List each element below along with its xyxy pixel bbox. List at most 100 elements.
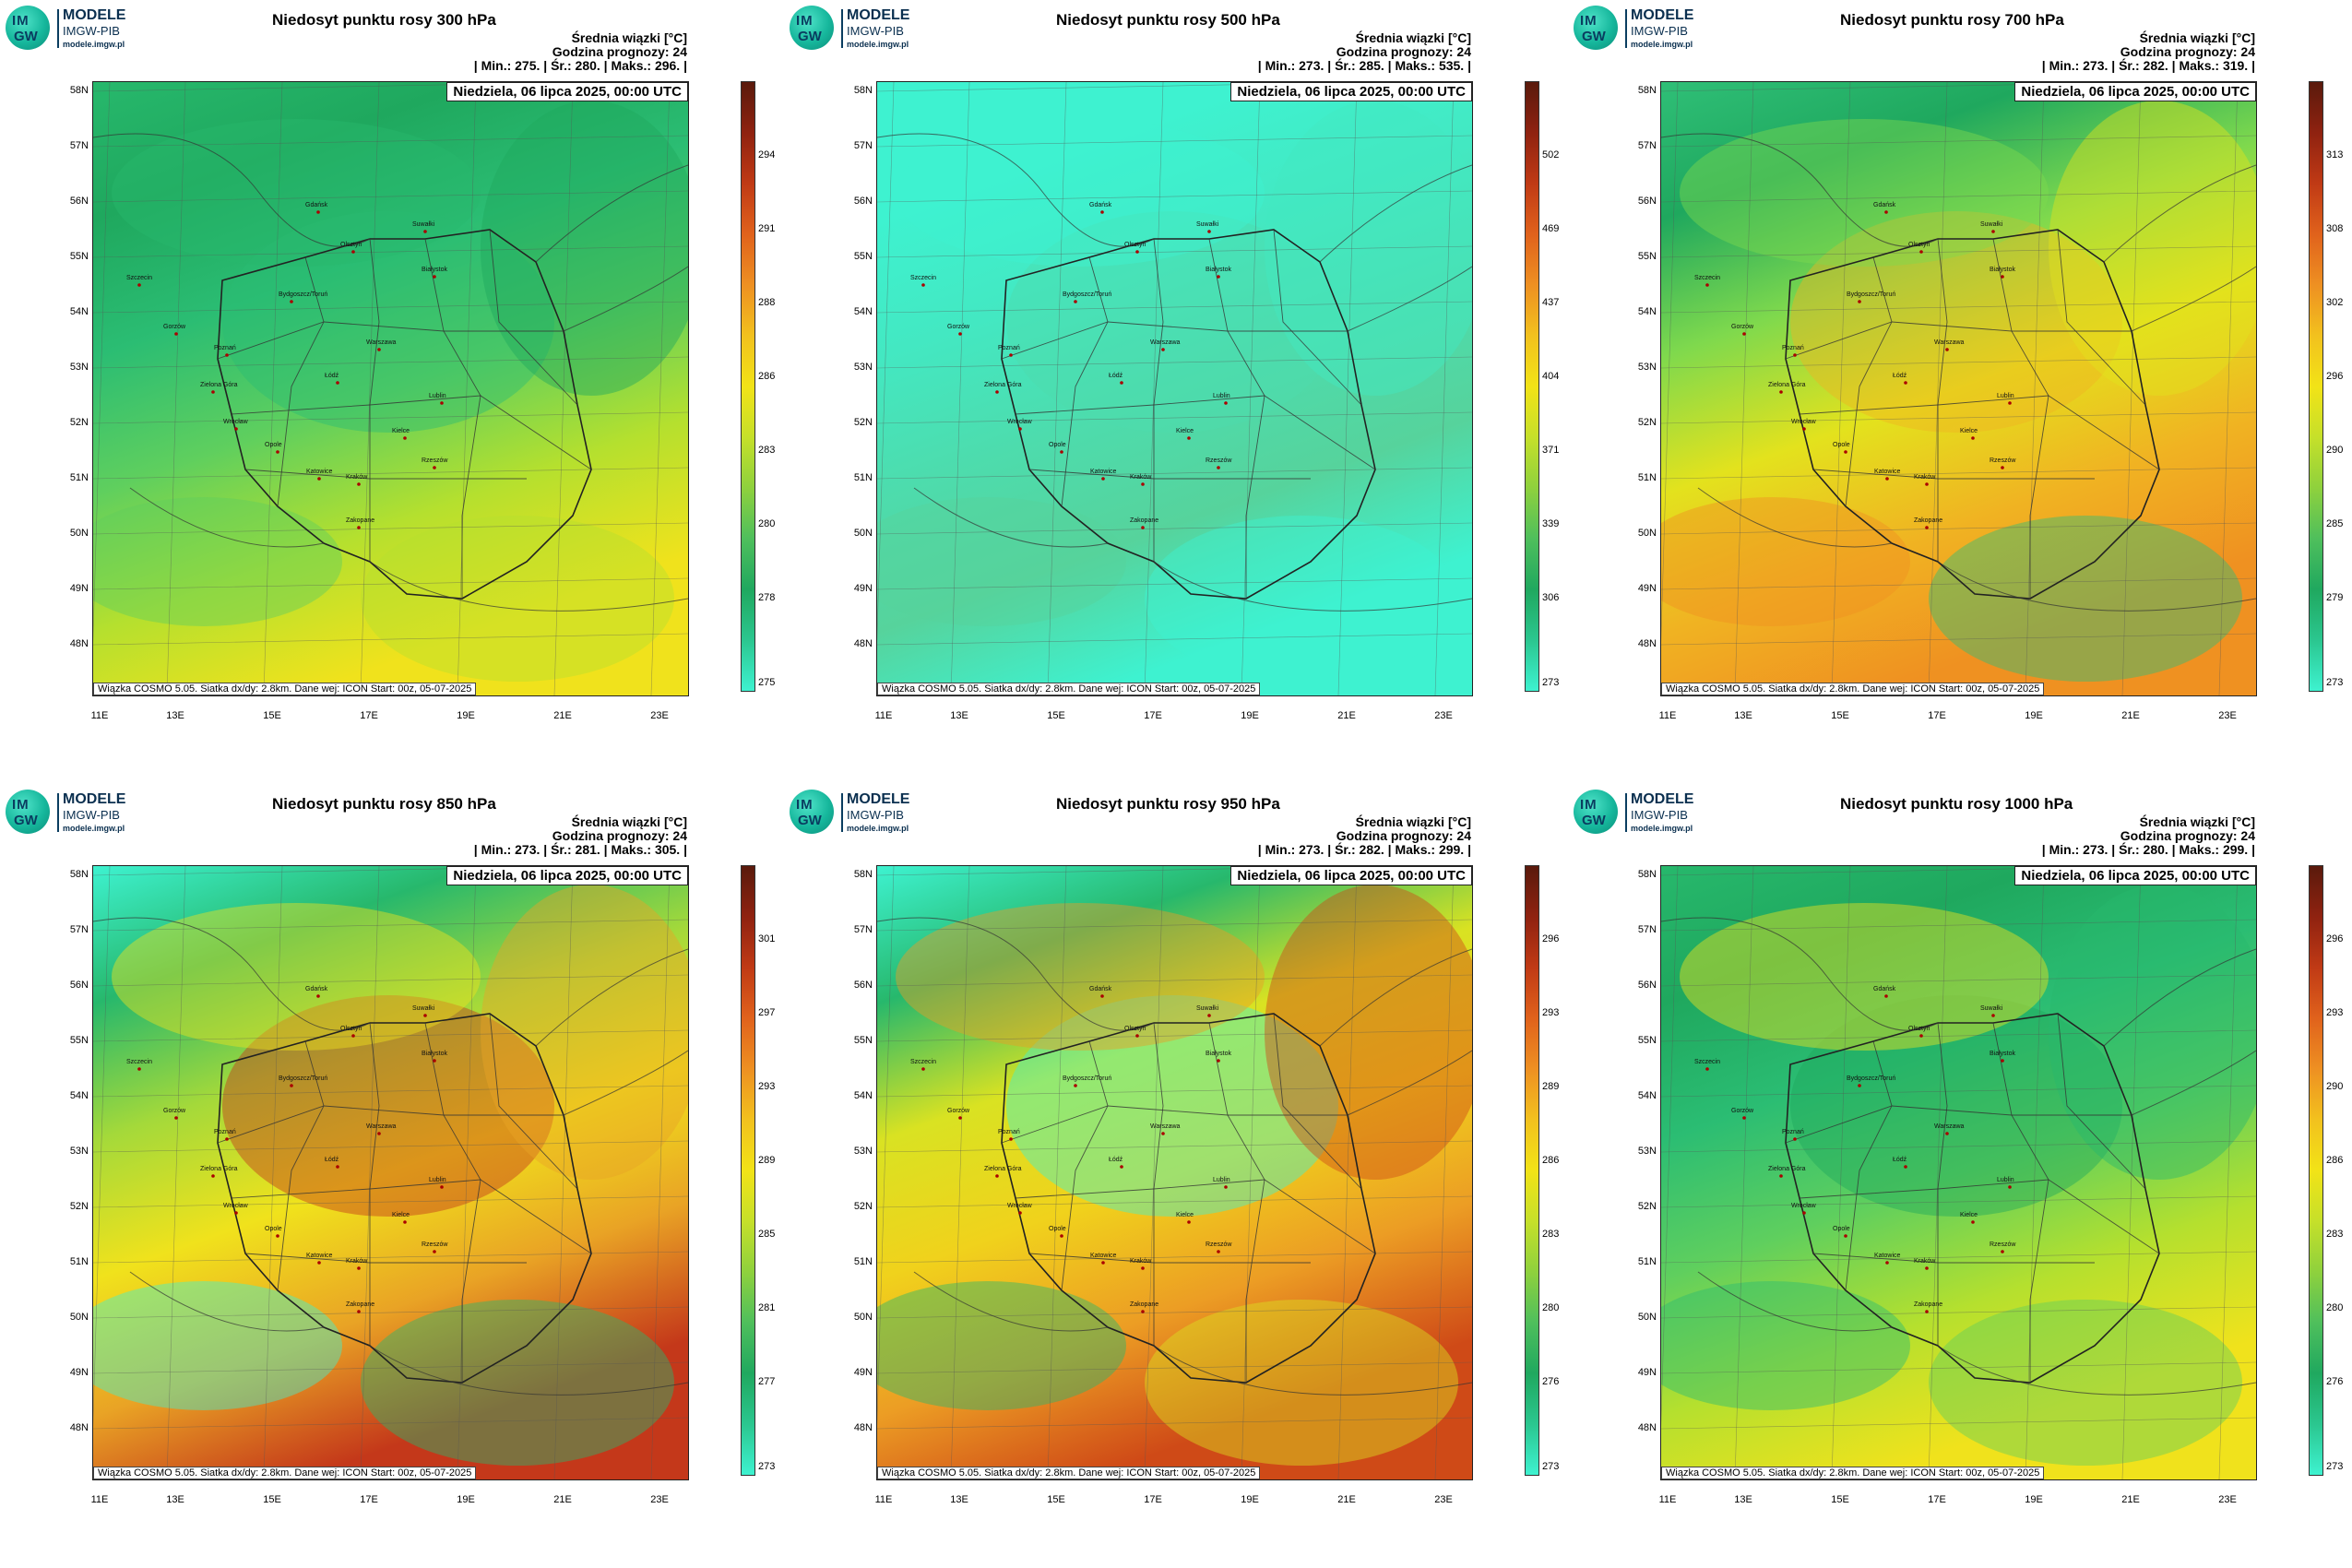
city-label: Kraków: [1130, 474, 1152, 481]
city-marker: [1101, 477, 1105, 481]
city-label: Suwałki: [1196, 1005, 1219, 1012]
city-marker: [921, 283, 925, 287]
colorbar: [1525, 81, 1539, 692]
poland-border: [217, 229, 592, 600]
longitude-label: 23E: [1434, 1494, 1453, 1505]
city-marker: [317, 477, 321, 481]
city-marker: [1207, 1014, 1211, 1017]
city-label: Gorzów: [947, 324, 970, 330]
panel-title: Niedosyt punktu rosy 950 hPa: [1056, 795, 1280, 813]
city-label: Łódź: [1109, 1157, 1123, 1163]
logo-badge-top: IM: [796, 797, 814, 813]
city-marker: [1141, 1266, 1145, 1270]
city-marker: [290, 1084, 293, 1087]
forecast-date: Niedziela, 06 lipca 2025, 00:00 UTC: [1230, 866, 1472, 885]
city-label: Suwałki: [412, 1005, 435, 1012]
coast-border: [1319, 948, 1472, 1047]
longitude-label: 19E: [1241, 1494, 1259, 1505]
longitude-gridline: [1734, 866, 1754, 1479]
city-label: Warszawa: [366, 339, 397, 346]
city-marker: [316, 210, 320, 214]
logo-line3: modele.imgw.pl: [63, 40, 125, 49]
field-patch: [1661, 1281, 1910, 1410]
latitude-gridline: [1661, 1361, 2256, 1374]
logo-line1: MODELE: [1631, 791, 1694, 807]
latitude-gridline: [877, 467, 1472, 480]
city-label: Łódź: [1893, 1157, 1907, 1163]
field-patch: [222, 211, 554, 433]
coast-border: [877, 917, 1155, 1031]
latitude-gridline: [1661, 866, 2172, 876]
latitude-gridline: [1661, 919, 2256, 932]
latitude-label: 55N: [1637, 251, 1657, 262]
city-label: Rzeszów: [1206, 457, 1232, 464]
latitude-gridline: [93, 522, 688, 535]
latitude-gridline: [93, 301, 688, 314]
region-border: [1001, 1105, 1348, 1144]
latitude-label: 50N: [853, 528, 873, 539]
city-label: Wrocław: [223, 419, 249, 425]
longitude-label: 17E: [360, 710, 378, 721]
latitude-label: 52N: [69, 417, 89, 428]
latitude-label: 48N: [853, 1422, 873, 1433]
city-marker: [1074, 300, 1077, 303]
city-marker: [2001, 1250, 2004, 1253]
city-label: Warszawa: [1934, 1123, 1965, 1130]
latitude-label: 49N: [69, 583, 89, 594]
latitude-gridline: [93, 1029, 688, 1042]
region-border: [1845, 256, 1893, 507]
colorbar-tick: 437: [1542, 297, 1560, 308]
field-patch: [1661, 497, 1910, 626]
latitude-label: 56N: [1637, 980, 1657, 991]
city-marker: [1161, 1132, 1165, 1135]
city-label: Lublin: [1213, 1177, 1230, 1183]
forecast-date: Niedziela, 06 lipca 2025, 00:00 UTC: [2014, 82, 2256, 101]
longitude-label: 17E: [1144, 1494, 1162, 1505]
longitude-label: 17E: [1144, 710, 1162, 721]
coast-border: [1661, 133, 1939, 247]
city-marker: [1802, 1211, 1806, 1215]
logo-line1: MODELE: [1631, 7, 1694, 23]
latitude-label: 53N: [69, 1146, 89, 1157]
city-label: Bydgoszcz/Toruń: [1847, 291, 1895, 298]
field-patch: [1145, 516, 1458, 682]
panel-title: Niedosyt punktu rosy 700 hPa: [1840, 11, 2064, 29]
forecast-panel: IM GW MODELE IMGW-PIB modele.imgw.pl Niedosyt…: [1568, 0, 2352, 784]
latitude-label: 56N: [69, 980, 89, 991]
forecast-panel: IM GW MODELE IMGW-PIB modele.imgw.pl Niedosyt…: [784, 0, 1568, 784]
city-marker: [1705, 1067, 1709, 1071]
latitude-label: 58N: [1637, 869, 1657, 880]
city-label: Gdańsk: [1873, 202, 1896, 208]
field-patch: [877, 497, 1126, 626]
city-marker: [1884, 994, 1888, 998]
latitude-label: 49N: [853, 1367, 873, 1378]
colorbar-tick: 278: [758, 592, 776, 603]
latitude-gridline: [877, 1361, 1472, 1374]
city-label: Olsztyn: [1124, 1026, 1146, 1032]
city-marker: [1779, 1174, 1783, 1178]
latitude-gridline: [877, 866, 1388, 876]
longitude-gridline: [1434, 866, 1455, 1479]
city-label: Kielce: [1176, 428, 1194, 434]
latitude-label: 50N: [69, 1312, 89, 1323]
field-patch: [361, 1300, 674, 1466]
latitude-label: 56N: [853, 196, 873, 207]
poland-border: [1001, 229, 1376, 600]
city-marker: [211, 390, 215, 394]
latitude-gridline: [1661, 190, 2256, 203]
region-border: [1028, 469, 1311, 480]
city-label: Bydgoszcz/Toruń: [279, 1075, 327, 1082]
logo-badge-bottom: GW: [1582, 813, 1606, 828]
longitude-label: 15E: [1047, 710, 1065, 721]
logo-badge-icon: IM GW: [1574, 790, 1618, 834]
latitude-label: 49N: [1637, 1367, 1657, 1378]
colorbar-tick: 301: [758, 933, 776, 944]
coast-border: [93, 917, 371, 1031]
panel-title: Niedosyt punktu rosy 500 hPa: [1056, 11, 1280, 29]
city-marker: [1161, 348, 1165, 351]
latitude-gridline: [877, 974, 1472, 987]
panel-subinfo: Średnia wiązki [°C] Godzina prognozy: 24 |…: [474, 815, 687, 857]
city-label: Kraków: [346, 474, 368, 481]
latitude-gridline: [1661, 1085, 2256, 1098]
latitude-gridline: [93, 1417, 688, 1430]
